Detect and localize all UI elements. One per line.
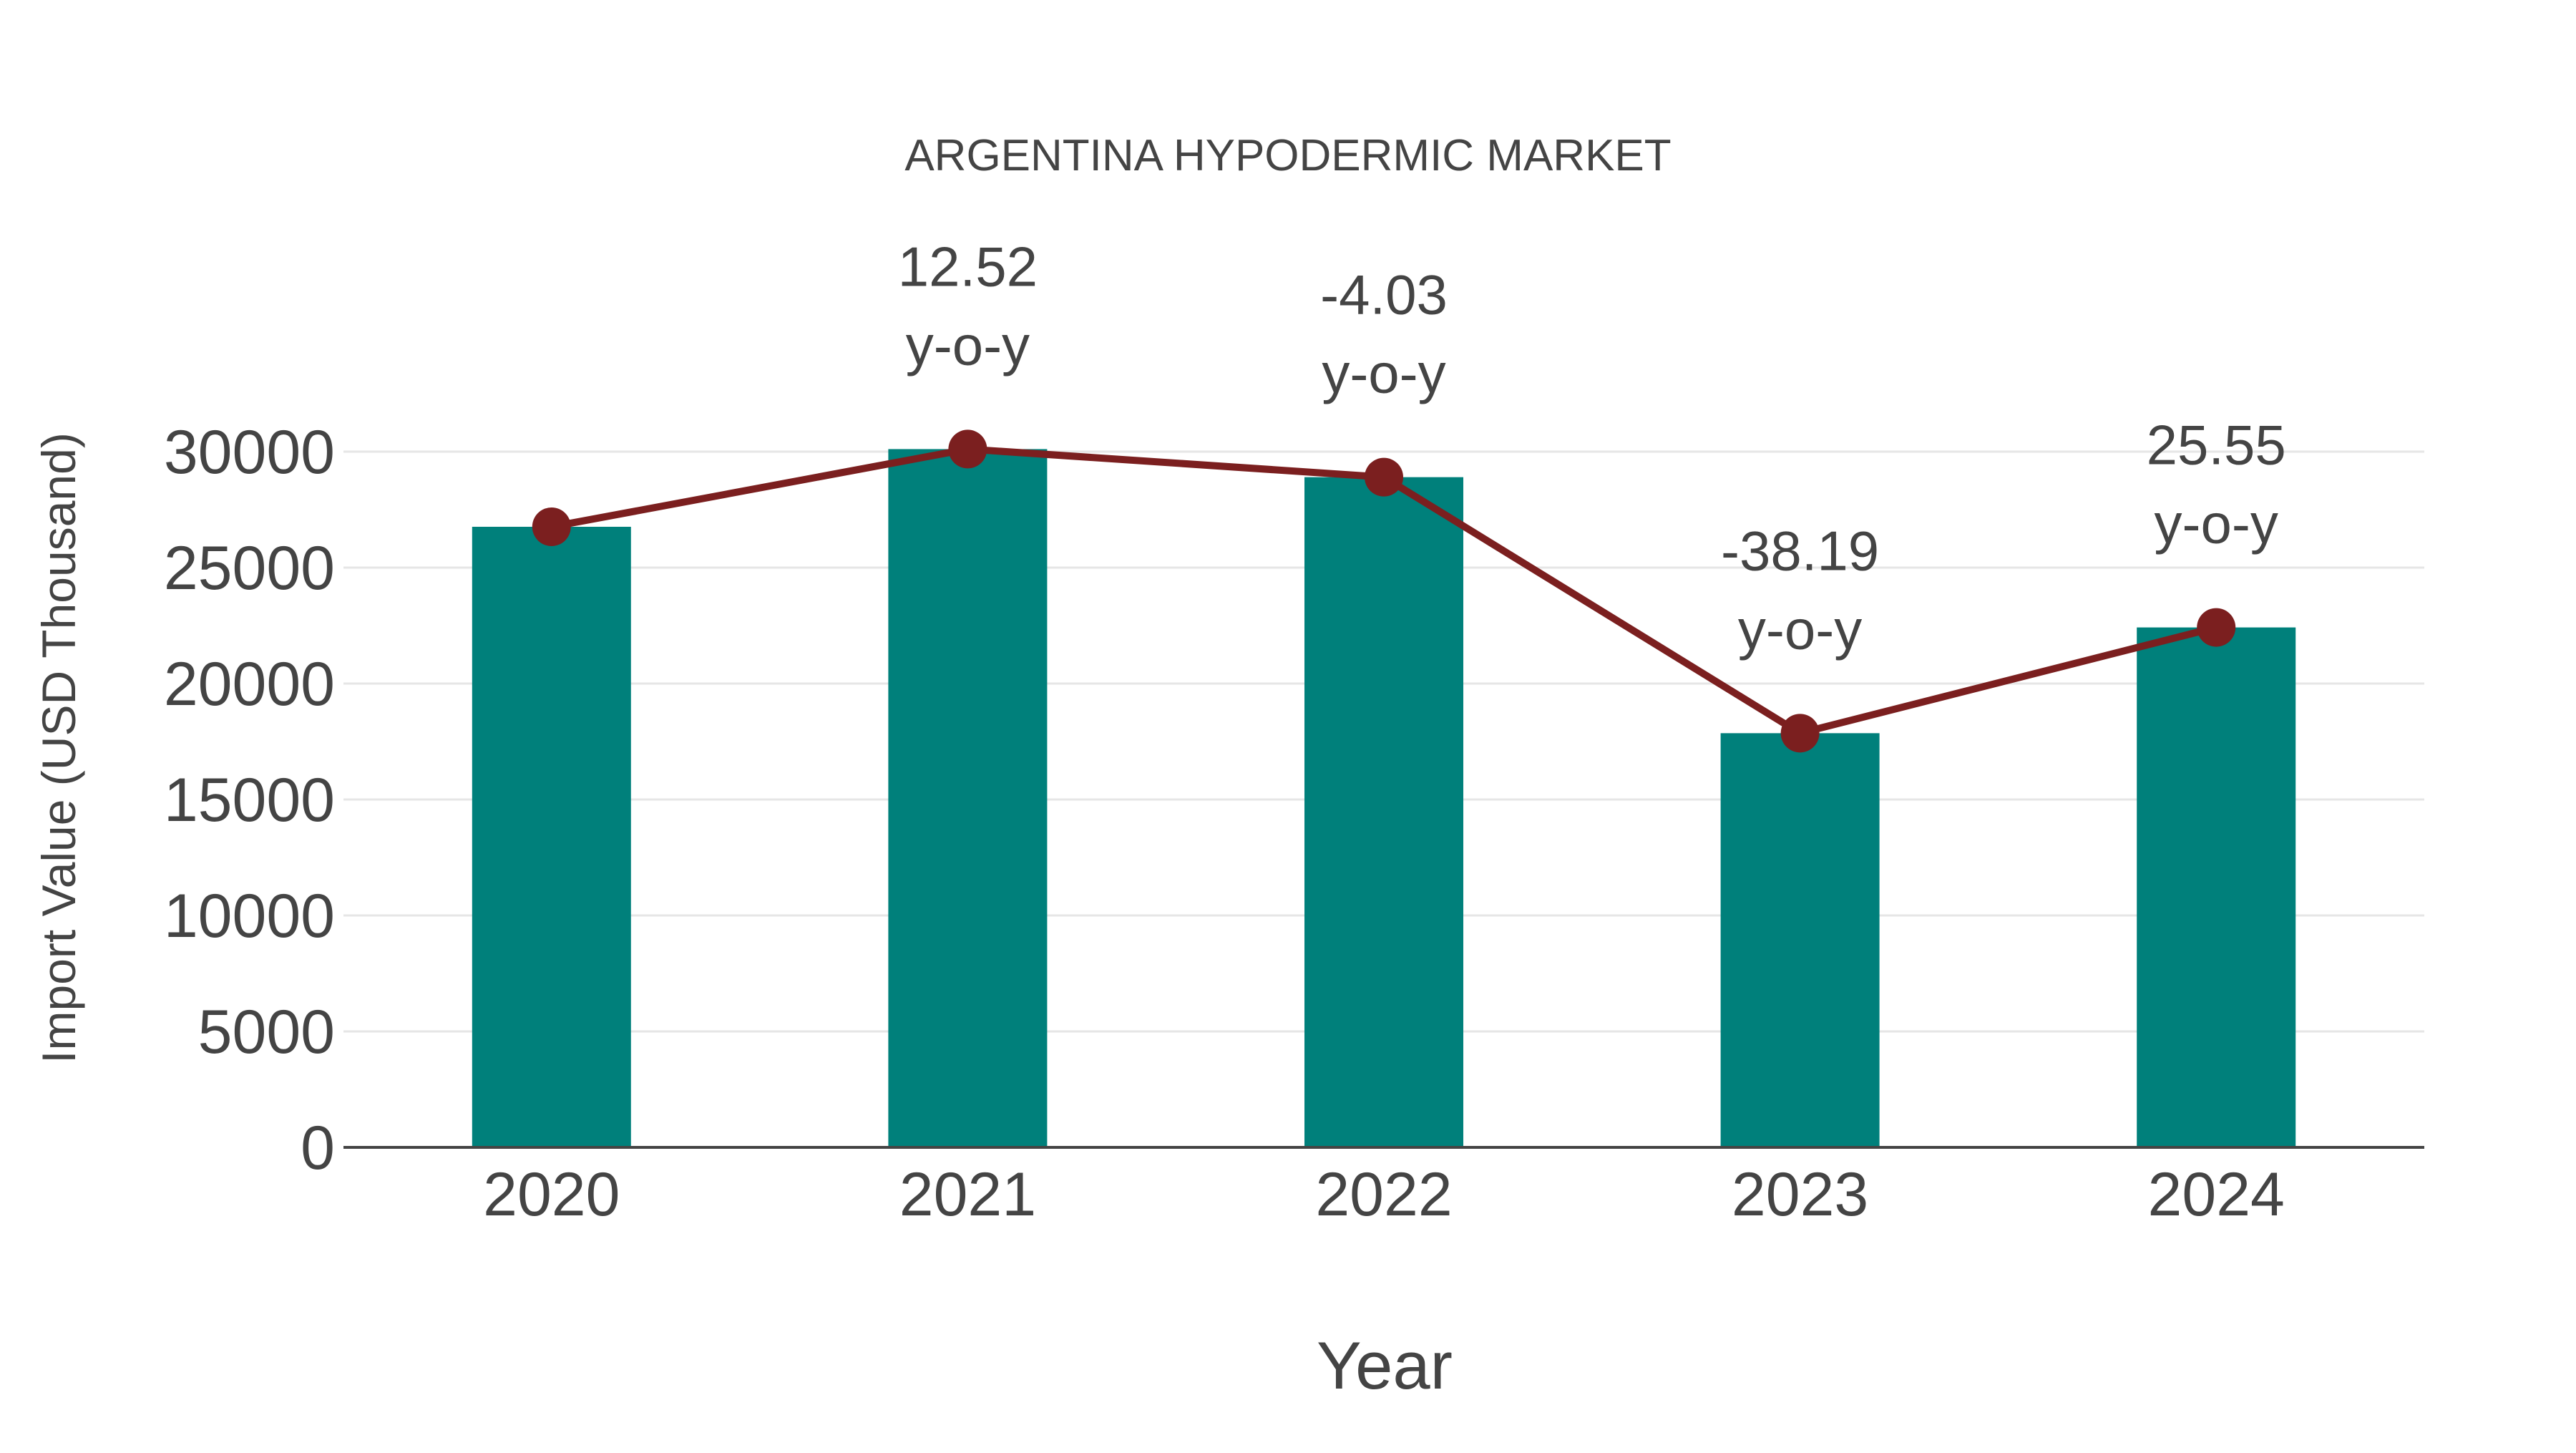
x-tick-label: 2023 — [1732, 1160, 1868, 1229]
marker-2020 — [532, 507, 571, 546]
marker-2021 — [948, 429, 987, 469]
x-tick-label: 2022 — [1315, 1160, 1452, 1229]
marker-2024 — [2197, 608, 2236, 647]
yoy-suffix: y-o-y — [2155, 492, 2278, 555]
bar-2022 — [1304, 477, 1463, 1147]
yoy-annotation-2024: 25.55 y-o-y — [2147, 414, 2286, 555]
marker-2022 — [1365, 457, 1403, 497]
y-tick-label: 5000 — [198, 998, 335, 1066]
chart-title: ARGENTINA HYPODERMIC MARKET — [904, 131, 1671, 180]
y-tick-label: 30000 — [164, 418, 335, 487]
yoy-annotation-2022: -4.03 y-o-y — [1320, 263, 1448, 405]
bar-series — [472, 449, 2296, 1147]
line-series — [532, 429, 2236, 753]
yoy-value: -38.19 — [1721, 519, 1879, 582]
y-tick-label: 25000 — [164, 534, 335, 603]
yoy-value: 25.55 — [2147, 414, 2286, 477]
x-axis-ticks: 2020 2021 2022 2023 2024 — [483, 1160, 2285, 1229]
yoy-suffix: y-o-y — [1738, 598, 1862, 661]
y-axis-title: Import Value (USD Thousand) — [32, 432, 85, 1064]
bar-2020 — [472, 526, 631, 1147]
y-tick-label: 10000 — [164, 882, 335, 951]
x-axis-title: Year — [1317, 1328, 1453, 1403]
y-tick-label: 0 — [301, 1114, 335, 1182]
bar-2021 — [888, 449, 1048, 1147]
bar-2023 — [1720, 733, 1880, 1147]
yoy-suffix: y-o-y — [1322, 342, 1445, 405]
yoy-annotations: 12.52 y-o-y -4.03 y-o-y -38.19 y-o-y 25.55 y-o-… — [898, 235, 2286, 661]
yoy-value: 12.52 — [898, 235, 1038, 298]
x-tick-label: 2021 — [899, 1160, 1036, 1229]
y-axis-ticks: 0 5000 10000 15000 20000 25000 30000 — [164, 418, 335, 1182]
yoy-value: -4.03 — [1320, 263, 1448, 326]
yoy-annotation-2023: -38.19 y-o-y — [1721, 519, 1879, 661]
yoy-suffix: y-o-y — [906, 314, 1030, 376]
bar-2024 — [2137, 627, 2296, 1147]
x-tick-label: 2020 — [483, 1160, 620, 1229]
y-tick-label: 20000 — [164, 650, 335, 719]
yoy-annotation-2021: 12.52 y-o-y — [898, 235, 1038, 376]
y-tick-label: 15000 — [164, 766, 335, 835]
x-tick-label: 2024 — [2148, 1160, 2285, 1229]
marker-2023 — [1780, 714, 1820, 753]
